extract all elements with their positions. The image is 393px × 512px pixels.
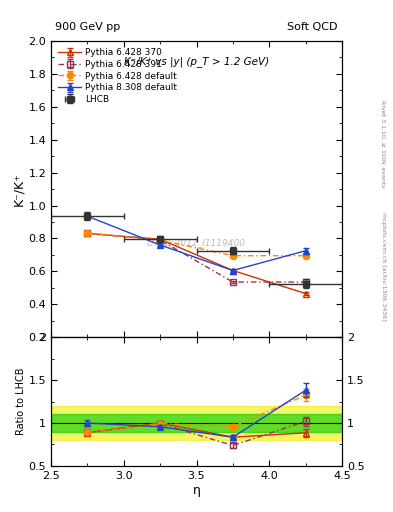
Legend: Pythia 6.428 370, Pythia 6.428 391, Pythia 6.428 default, Pythia 8.308 default, : Pythia 6.428 370, Pythia 6.428 391, Pyth… bbox=[55, 46, 180, 106]
Text: Soft QCD: Soft QCD bbox=[288, 22, 338, 32]
Text: Rivet 3.1.10, ≥ 100k events: Rivet 3.1.10, ≥ 100k events bbox=[381, 99, 386, 187]
Bar bbox=[51, 414, 342, 432]
Text: K⁻/K⁺ vs |y| (p_T > 1.2 GeV): K⁻/K⁺ vs |y| (p_T > 1.2 GeV) bbox=[124, 56, 269, 67]
Y-axis label: K⁻/K⁺: K⁻/K⁺ bbox=[13, 172, 26, 206]
X-axis label: η: η bbox=[193, 483, 200, 497]
Bar bbox=[51, 406, 342, 440]
Text: LHCB_2012_I1119400: LHCB_2012_I1119400 bbox=[147, 238, 246, 247]
Y-axis label: Ratio to LHCB: Ratio to LHCB bbox=[16, 368, 26, 435]
Text: mcplots.cern.ch [arXiv:1306.3436]: mcplots.cern.ch [arXiv:1306.3436] bbox=[381, 212, 386, 321]
Text: 900 GeV pp: 900 GeV pp bbox=[55, 22, 120, 32]
